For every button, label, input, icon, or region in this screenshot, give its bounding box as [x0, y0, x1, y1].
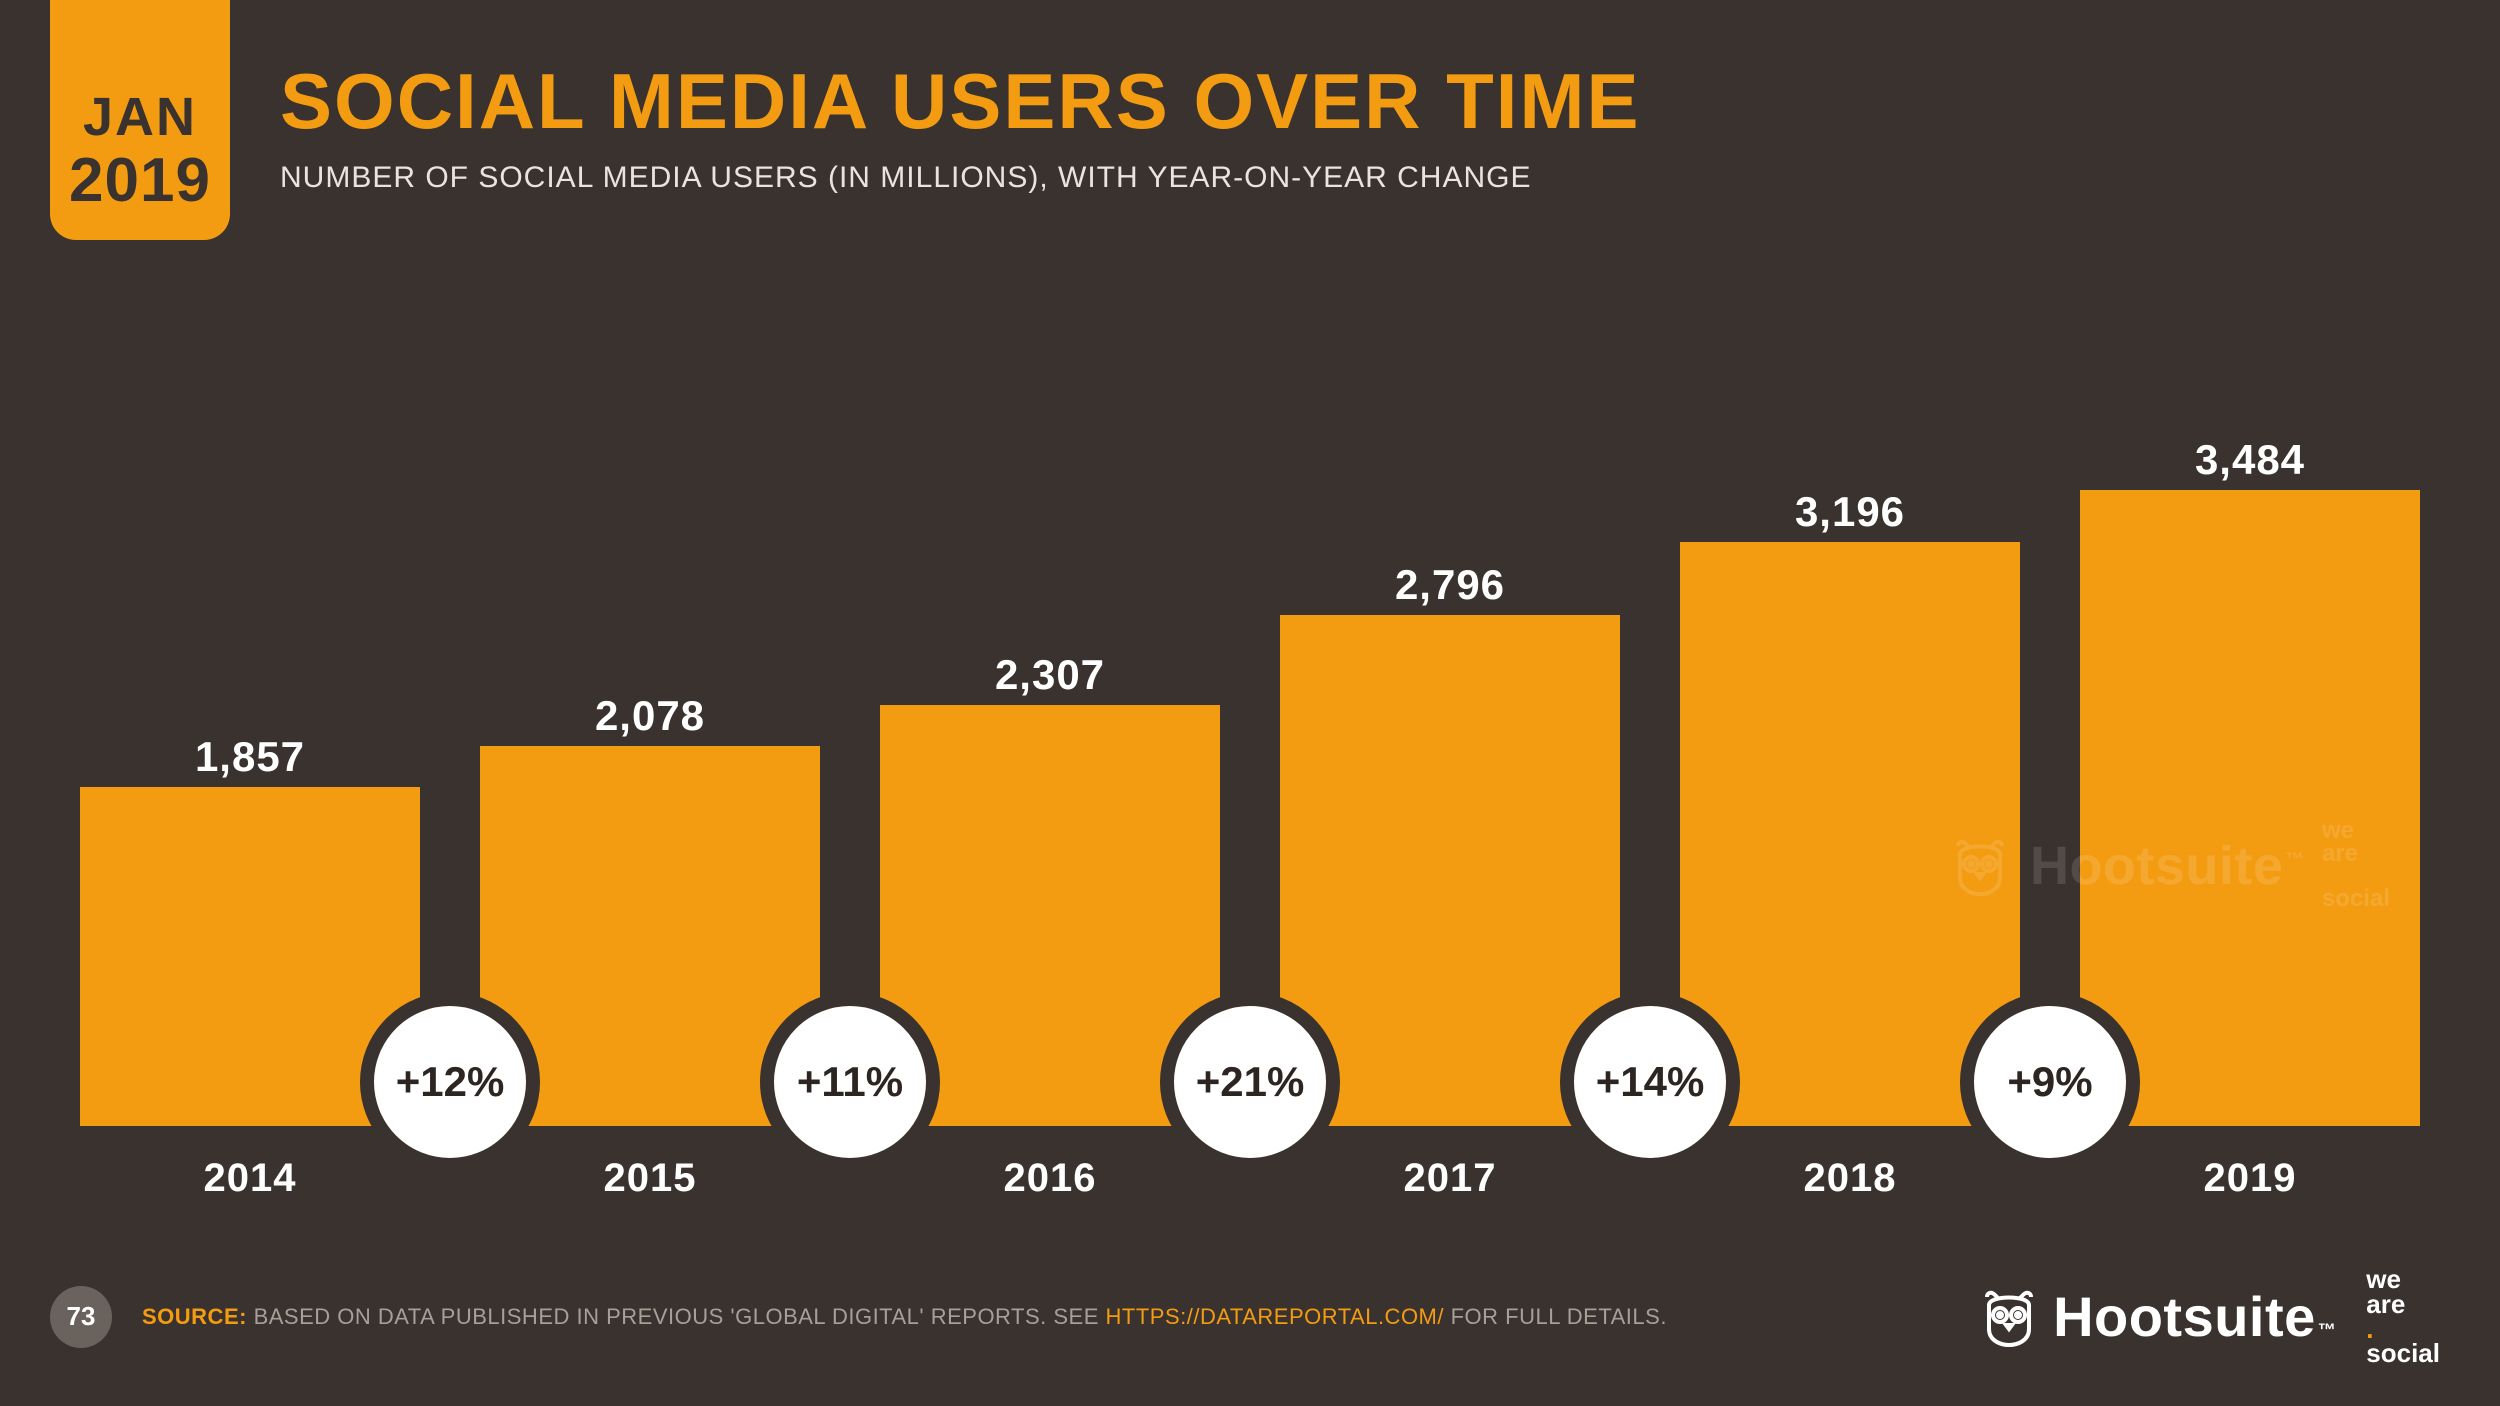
- page-title: SOCIAL MEDIA USERS OVER TIME: [280, 56, 2420, 147]
- page-number-badge: 73: [50, 1286, 112, 1348]
- bar-value-label: 3,196: [1680, 488, 2020, 536]
- title-block: SOCIAL MEDIA USERS OVER TIME NUMBER OF S…: [280, 56, 2420, 195]
- bar-chart: 1,857 2014 2,078 2015 2,307 2016 2,796 2017 3,19…: [80, 310, 2420, 1206]
- bar-wrap: 2,796: [1280, 310, 1620, 1126]
- bar-slot-2016: 2,307 2016: [880, 310, 1220, 1206]
- bar-wrap: 2,307: [880, 310, 1220, 1126]
- bar-slot-2018: 3,196 2018: [1680, 310, 2020, 1206]
- source-label: SOURCE:: [142, 1304, 247, 1329]
- watermark-tm: ™: [2285, 849, 2304, 869]
- footer-hootsuite-logo: Hootsuite™: [1977, 1284, 2336, 1349]
- bar-wrap: 3,196: [1680, 310, 2020, 1126]
- bar-value-label: 1,857: [80, 733, 420, 781]
- watermark-are: are.: [2322, 843, 2390, 889]
- bar: 2,307: [880, 705, 1220, 1126]
- footer: 73 SOURCE: BASED ON DATA PUBLISHED IN PR…: [0, 1267, 2500, 1366]
- watermark-wearesocial: we are. social: [2322, 820, 2390, 911]
- bar-year-label: 2018: [1804, 1156, 1897, 1206]
- bar-year-label: 2019: [2204, 1156, 2297, 1206]
- footer-wearesocial: we are. social: [2366, 1267, 2440, 1366]
- watermark-social: social: [2322, 888, 2390, 911]
- source-url: HTTPS://DATAREPORTAL.COM/: [1106, 1304, 1444, 1329]
- bar-slot-2015: 2,078 2015: [480, 310, 820, 1206]
- bar-year-label: 2017: [1404, 1156, 1497, 1206]
- bar-value-label: 2,078: [480, 692, 820, 740]
- source-text-after: FOR FULL DETAILS.: [1444, 1304, 1667, 1329]
- owl-icon: [1948, 834, 2012, 898]
- date-year: 2019: [69, 150, 211, 212]
- bar: 2,078: [480, 746, 820, 1126]
- bar: 1,857: [80, 787, 420, 1126]
- source-text-before: BASED ON DATA PUBLISHED IN PREVIOUS 'GLO…: [247, 1304, 1106, 1329]
- bar: 2,796: [1280, 615, 1620, 1126]
- date-month: JAN: [83, 90, 197, 144]
- bar-slot-2017: 2,796 2017: [1280, 310, 1620, 1206]
- bar: 3,484: [2080, 490, 2420, 1126]
- bar-slot-2019: 3,484 2019: [2080, 310, 2420, 1206]
- bar-year-label: 2014: [204, 1156, 297, 1206]
- bar-wrap: 3,484: [2080, 310, 2420, 1126]
- footer-logos: Hootsuite™ we are. social: [1977, 1267, 2440, 1366]
- bar-value-label: 3,484: [2080, 436, 2420, 484]
- bar-value-label: 2,796: [1280, 561, 1620, 609]
- watermark: Hootsuite™ we are. social: [1948, 820, 2390, 911]
- footer-social: social: [2366, 1341, 2440, 1366]
- bar-value-label: 2,307: [880, 651, 1220, 699]
- date-badge: JAN 2019: [50, 0, 230, 240]
- watermark-hootsuite: Hootsuite: [2030, 836, 2284, 896]
- bar-slot-2014: 1,857 2014: [80, 310, 420, 1206]
- bar-wrap: 1,857: [80, 310, 420, 1126]
- page-subtitle: NUMBER OF SOCIAL MEDIA USERS (IN MILLION…: [280, 161, 2420, 195]
- footer-are: are.: [2366, 1292, 2440, 1341]
- owl-icon: [1977, 1285, 2041, 1349]
- bar-year-label: 2015: [604, 1156, 697, 1206]
- bar-year-label: 2016: [1004, 1156, 1097, 1206]
- source-line: SOURCE: BASED ON DATA PUBLISHED IN PREVI…: [142, 1304, 1667, 1330]
- footer-hootsuite-text: Hootsuite: [2053, 1285, 2316, 1348]
- footer-tm: ™: [2318, 1320, 2337, 1340]
- bar-wrap: 2,078: [480, 310, 820, 1126]
